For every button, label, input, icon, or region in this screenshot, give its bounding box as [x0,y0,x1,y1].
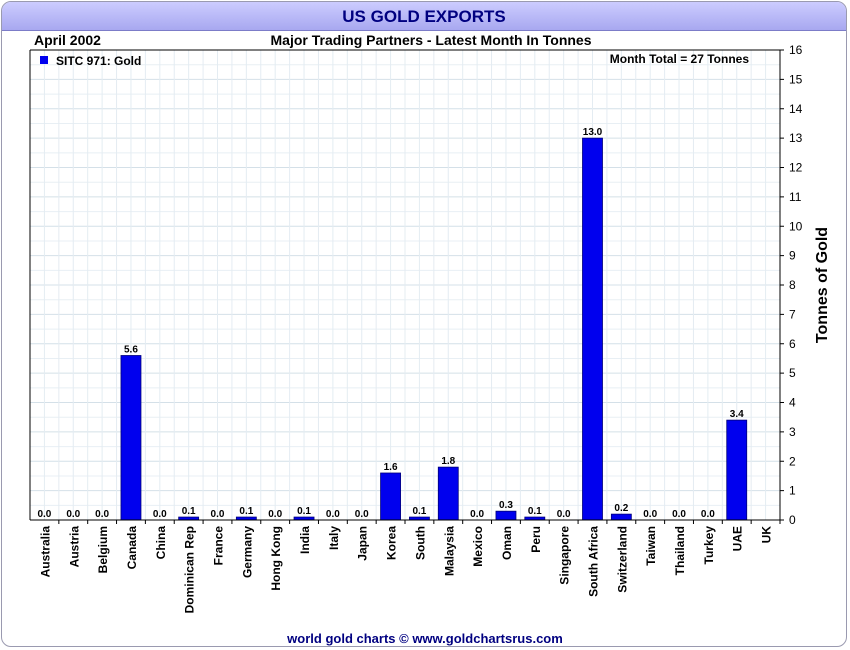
data-label: 1.6 [384,462,398,473]
data-label: 0.1 [412,506,426,517]
y-tick-label: 1 [789,484,796,498]
y-tick-label: 14 [789,102,803,116]
data-label: 0.0 [643,509,657,520]
data-label: 0.0 [95,509,109,520]
legend-label: SITC 971: Gold [56,54,141,68]
y-tick-label: 16 [789,43,803,57]
x-tick-label: Belgium [96,526,110,573]
x-tick-label: Dominican Rep [183,526,197,613]
y-tick-label: 0 [789,513,796,527]
bar-south-africa [582,137,603,521]
x-tick-label: Australia [38,526,52,578]
x-tick-label: Malaysia [442,526,456,576]
y-tick-label: 3 [789,425,796,439]
x-tick-label: India [298,526,312,554]
date-label: April 2002 [34,32,101,48]
y-tick-label: 9 [789,249,796,263]
month-total-annotation: Month Total = 27 Tonnes [610,52,750,66]
x-tick-label: Korea [385,526,399,560]
x-tick-label: South Africa [587,526,601,597]
footer-credit: world gold charts © www.goldchartsrus.co… [287,631,563,646]
x-tick-label: Japan [356,526,370,561]
y-tick-label: 6 [789,337,796,351]
data-label: 0.1 [297,506,311,517]
x-tick-label: Germany [240,526,254,578]
bar-malaysia [437,466,459,521]
data-label: 0.0 [470,509,484,520]
legend-swatch [40,56,48,64]
x-tick-label: Austria [67,526,81,568]
x-tick-label: Taiwan [644,526,658,566]
x-tick-label: Thailand [673,526,687,575]
x-tick-label: Turkey [702,526,716,565]
bar-uae [726,419,748,521]
bar-canada [120,355,142,521]
data-label: 0.0 [37,509,51,520]
data-label: 0.0 [672,509,686,520]
x-tick-label: China [154,526,168,560]
bar-switzerland [610,513,632,521]
y-tick-label: 8 [789,278,796,292]
x-tick-label: UAE [731,526,745,551]
data-label: 0.1 [239,506,253,517]
x-tick-label: Hong Kong [269,526,283,591]
data-label: 0.2 [614,503,628,514]
x-tick-label: UK [760,526,774,544]
data-label: 5.6 [124,345,138,356]
x-tick-label: Oman [500,526,514,560]
y-tick-label: 10 [789,219,803,233]
y-tick-label: 5 [789,366,796,380]
x-tick-label: Mexico [471,526,485,567]
x-tick-label: Peru [529,526,543,553]
y-axis-title: Tonnes of Gold [814,227,831,343]
y-tick-label: 7 [789,307,796,321]
y-tick-label: 4 [789,396,796,410]
x-tick-label: South [413,526,427,560]
x-tick-label: Italy [327,526,341,550]
x-tick-label: France [212,526,226,566]
data-label: 0.1 [182,506,196,517]
bar-oman [495,510,517,521]
y-tick-label: 2 [789,454,796,468]
y-tick-label: 11 [789,190,802,204]
bar-korea [380,472,401,521]
x-tick-label: Switzerland [615,526,629,593]
chart-title: US GOLD EXPORTS [342,7,506,26]
x-tick-label: Canada [125,526,139,570]
data-label: 0.3 [499,500,513,511]
data-label: 3.4 [730,409,744,420]
chart-subtitle: Major Trading Partners - Latest Month In… [270,32,592,48]
data-label: 0.0 [153,509,167,520]
y-tick-label: 12 [789,161,803,175]
data-label: 1.8 [441,456,455,467]
y-tick-label: 13 [789,131,803,145]
data-label: 0.0 [326,509,340,520]
data-label: 0.0 [355,509,369,520]
data-label: 0.0 [66,509,80,520]
x-tick-label: Singapore [558,526,572,585]
data-label: 13.0 [583,127,603,138]
data-label: 0.0 [701,509,715,520]
title-bar: US GOLD EXPORTS [2,2,846,31]
data-label: 0.0 [268,509,282,520]
data-label: 0.1 [528,506,542,517]
data-label: 0.0 [211,509,225,520]
data-label: 0.0 [557,509,571,520]
y-tick-label: 15 [789,72,803,86]
